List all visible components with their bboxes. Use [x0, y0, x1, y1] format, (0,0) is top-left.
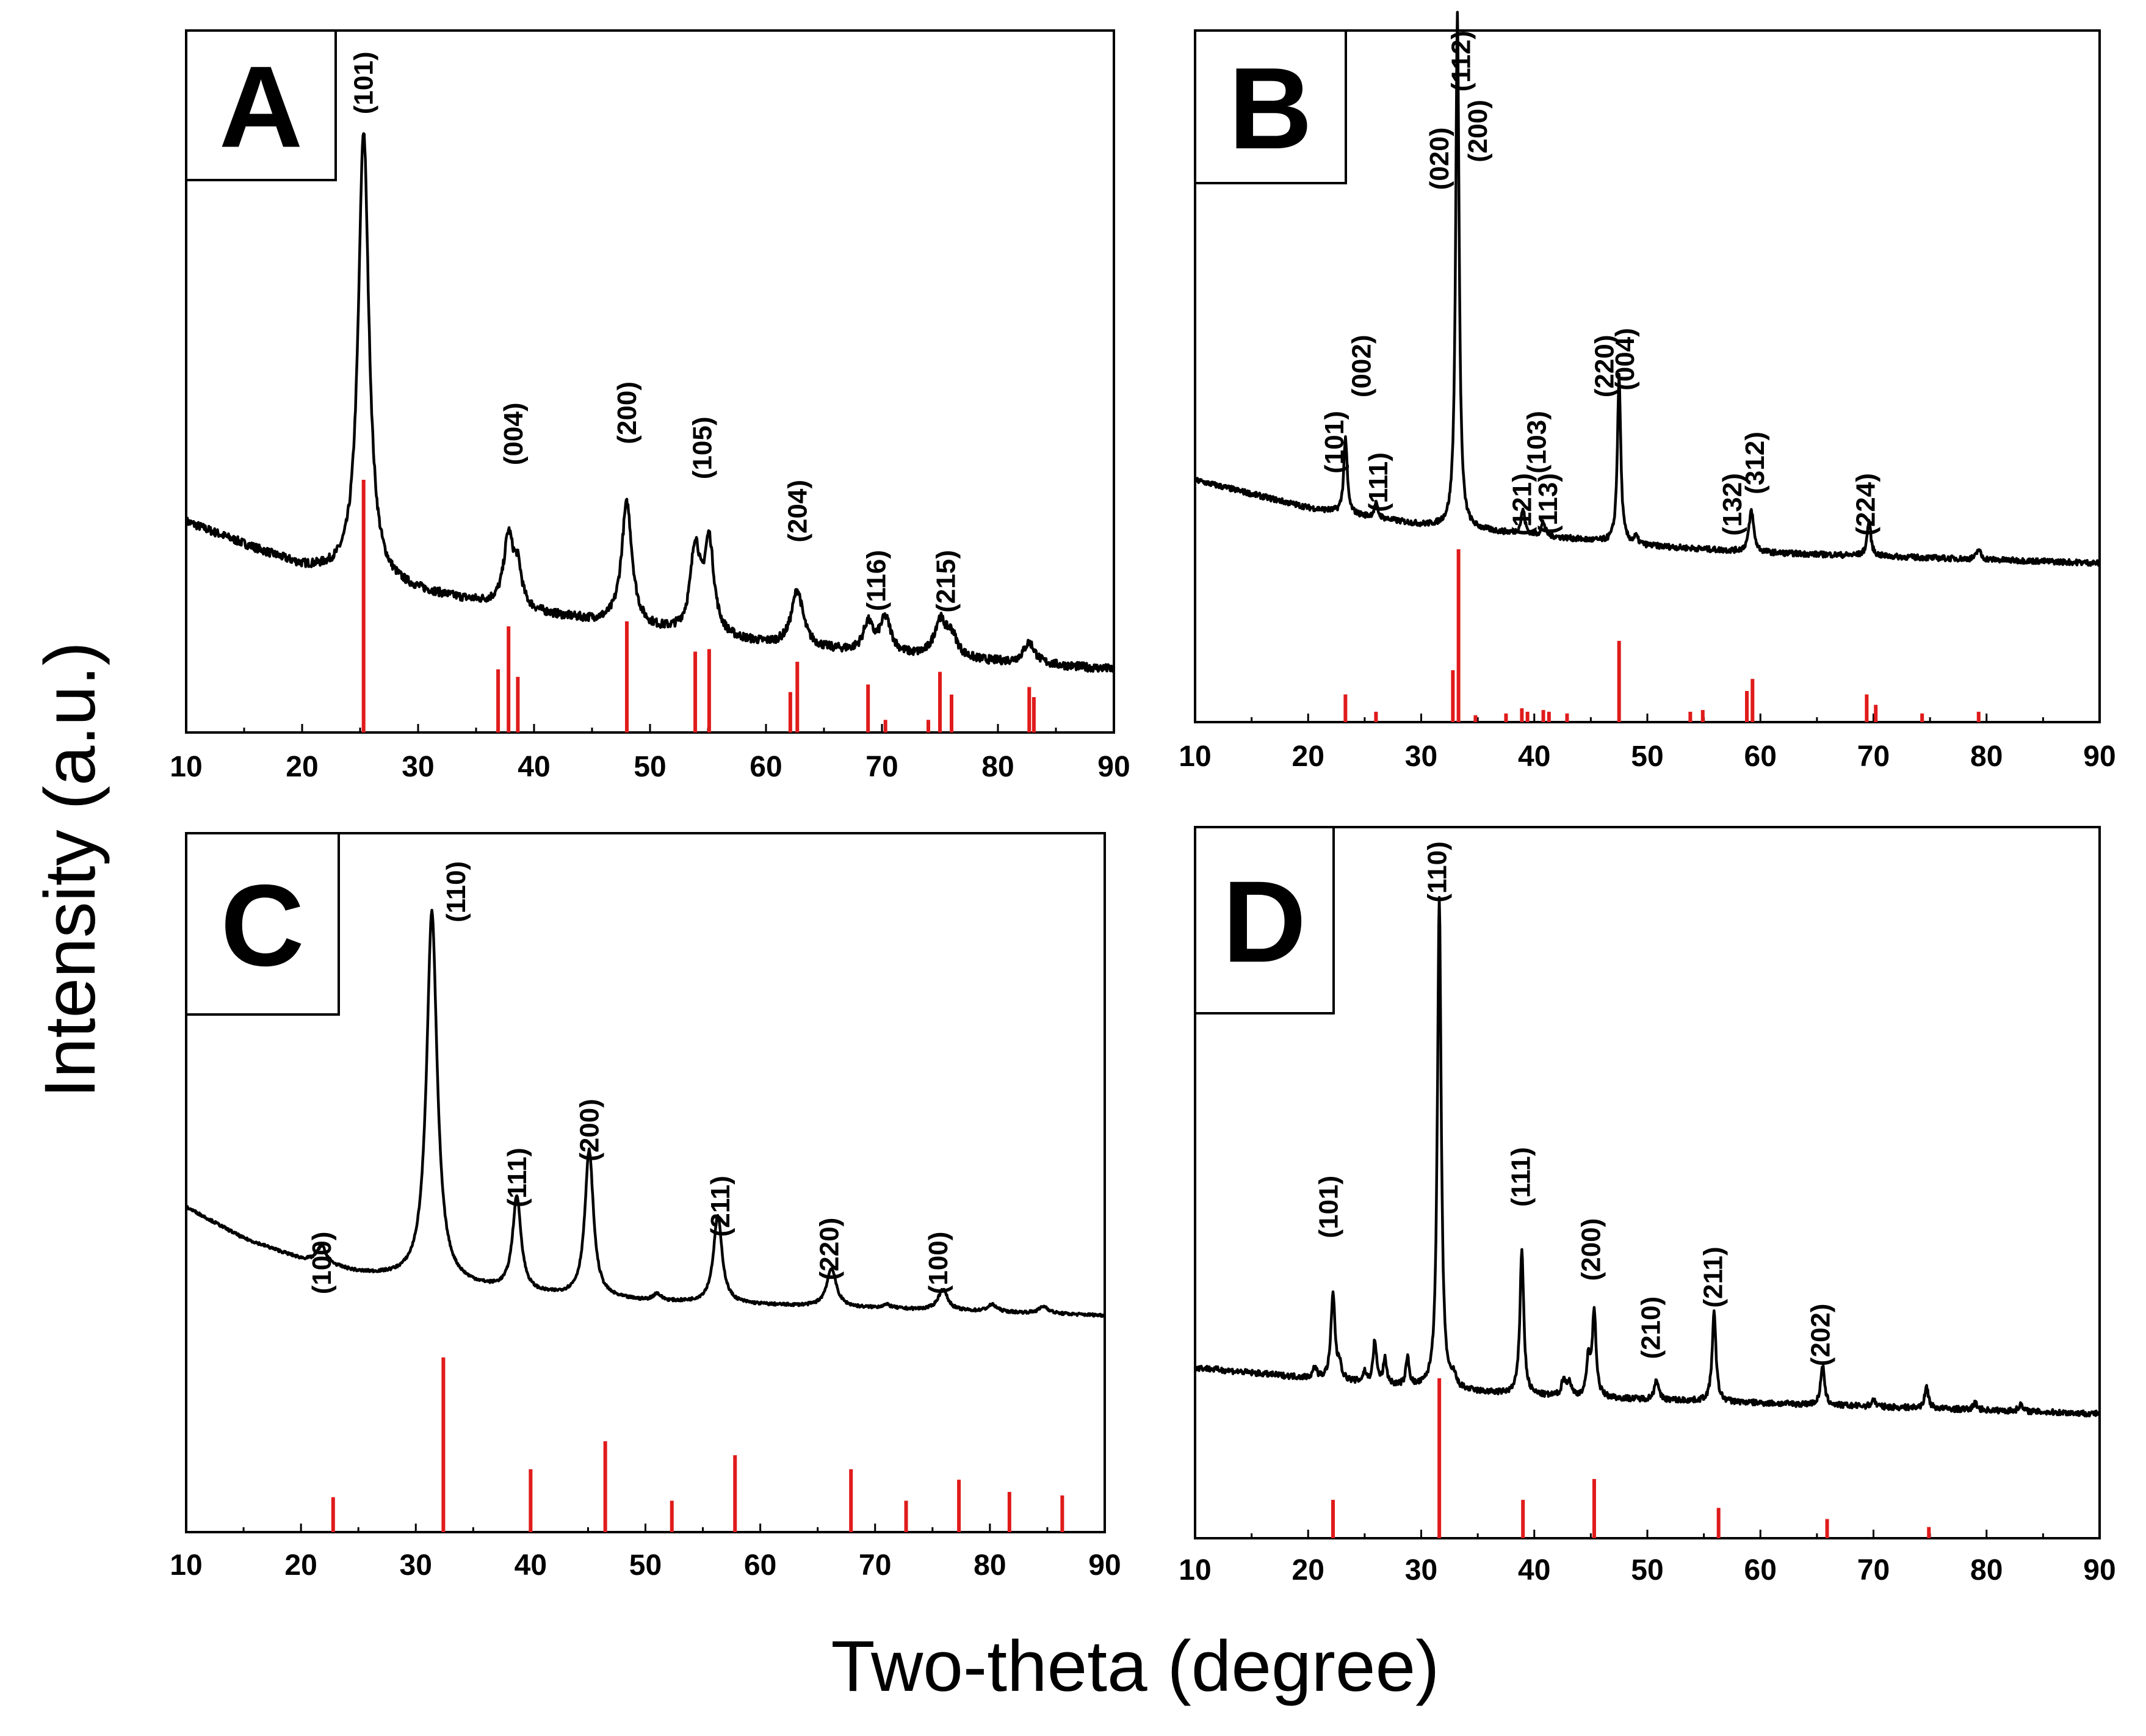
miller-index-label: (116): [862, 550, 892, 611]
miller-index-label: (113): [1533, 473, 1563, 534]
x-tick-label: 30: [400, 1549, 432, 1582]
x-tick-label: 10: [1179, 1554, 1211, 1586]
miller-index-label: (220): [815, 1218, 845, 1281]
miller-index-label: (200): [574, 1099, 604, 1162]
panel-letter-box: [185, 29, 337, 181]
miller-index-label: (210): [1636, 1297, 1666, 1359]
x-tick-label: 10: [1179, 740, 1211, 773]
miller-index-label: (111): [1506, 1147, 1536, 1207]
x-tick-label: 10: [170, 1549, 202, 1582]
panel-letter-box: [1194, 29, 1347, 184]
miller-index-label: (110): [441, 861, 471, 922]
x-tick-label: 80: [1970, 1554, 2003, 1586]
miller-index-label: (101): [349, 52, 379, 115]
miller-index-label: (202): [1805, 1304, 1835, 1367]
xrd-pattern-line: [185, 132, 1115, 673]
miller-index-label: (121): [1507, 473, 1537, 536]
x-tick-label: 40: [518, 751, 550, 783]
miller-index-label: (101): [1314, 1176, 1344, 1239]
x-tick-label: 90: [1088, 1549, 1121, 1582]
miller-index-label: (103): [1522, 411, 1552, 474]
x-tick-label: 60: [744, 1549, 776, 1582]
x-tick-label: 80: [981, 751, 1014, 783]
x-tick-label: 60: [750, 751, 782, 783]
miller-index-label: (002): [1346, 335, 1376, 398]
panel-letter: A: [219, 43, 303, 172]
x-tick-label: 20: [284, 1549, 317, 1582]
chart-panel-a: A 10 20 30 40 50 60 70 80 90 (101) (004) (200) (105) (…: [170, 29, 1130, 783]
miller-index-label: (132): [1718, 473, 1747, 536]
miller-index-label: (111): [1364, 452, 1393, 512]
miller-index-label: (211): [1698, 1246, 1728, 1307]
y-axis-label: Intensity (a.u.): [30, 642, 110, 1098]
miller-index-label: (004): [499, 403, 529, 466]
xrd-pattern-line: [1194, 10, 2101, 567]
miller-index-label: (200): [612, 382, 642, 444]
x-tick-label: 70: [865, 751, 898, 783]
x-tick-label: 90: [1097, 751, 1130, 783]
x-tick-label: 50: [634, 751, 666, 783]
x-tick-label: 30: [1405, 1554, 1437, 1586]
x-tick-label: 20: [1292, 740, 1324, 773]
miller-index-label: (110): [1422, 841, 1452, 902]
x-tick-label: 40: [1518, 1554, 1550, 1586]
x-tick-label: 50: [629, 1549, 662, 1582]
x-tick-label: 20: [286, 751, 318, 783]
xrd-pattern-line: [1194, 895, 2101, 1418]
x-tick-label: 60: [1744, 740, 1777, 773]
x-tick-label: 70: [1857, 740, 1890, 773]
miller-index-label: (004): [1610, 328, 1640, 391]
miller-index-label: (224): [1851, 473, 1881, 536]
miller-index-label: (100): [307, 1232, 337, 1295]
miller-index-label: (020): [1425, 128, 1454, 190]
x-tick-label: 30: [1405, 740, 1437, 773]
miller-index-label: (215): [931, 550, 961, 613]
panel-letter: D: [1223, 858, 1306, 987]
x-tick-label: 50: [1631, 1554, 1663, 1586]
miller-index-label: (204): [782, 480, 812, 543]
x-tick-label: 40: [1518, 740, 1550, 773]
miller-index-label: (101): [1320, 411, 1349, 474]
xrd-pattern-line: [185, 908, 1106, 1318]
x-tick-label: 70: [859, 1549, 891, 1582]
x-tick-label: 90: [2083, 740, 2115, 773]
x-tick-label: 80: [1970, 740, 2003, 773]
x-tick-label: 50: [1631, 740, 1663, 773]
panel-letter-box: [1194, 826, 1335, 1014]
x-tick-label: 80: [974, 1549, 1006, 1582]
miller-index-label: (100): [923, 1232, 953, 1295]
panel-letter: B: [1229, 44, 1312, 173]
x-tick-label: 60: [1744, 1554, 1777, 1586]
x-tick-label: 70: [1857, 1554, 1890, 1586]
x-tick-label: 10: [170, 751, 202, 783]
chart-panel-d: D 10 20 30 40 50 60 70 80 90 (101) (110) (111) (200) (…: [1179, 826, 2116, 1586]
panel-letter: C: [220, 861, 304, 991]
miller-index-label: (211): [706, 1176, 735, 1237]
chart-panel-c: C 10 20 30 40 50 60 70 80 90 (100) (110) (111) (200) (…: [170, 832, 1121, 1582]
x-tick-label: 30: [402, 751, 434, 783]
panel-letter-box: [185, 832, 340, 1016]
x-tick-label: 90: [2083, 1554, 2115, 1586]
miller-index-label: (312): [1740, 432, 1770, 494]
miller-index-label: (112): [1446, 31, 1476, 92]
x-tick-label: 40: [515, 1549, 547, 1582]
x-tick-label: 20: [1292, 1554, 1324, 1586]
miller-index-label: (105): [688, 417, 718, 480]
miller-index-label: (200): [1463, 99, 1493, 162]
x-axis-label: Two-theta (degree): [831, 1626, 1440, 1707]
miller-index-label: (200): [1576, 1218, 1606, 1281]
chart-panel-b: B 10 20 30 40 50 60 70 80 90 (101) (002) (111) (020) (…: [1179, 10, 2116, 773]
miller-index-label: (111): [502, 1148, 532, 1207]
miller-index-label: (220): [1590, 335, 1620, 398]
